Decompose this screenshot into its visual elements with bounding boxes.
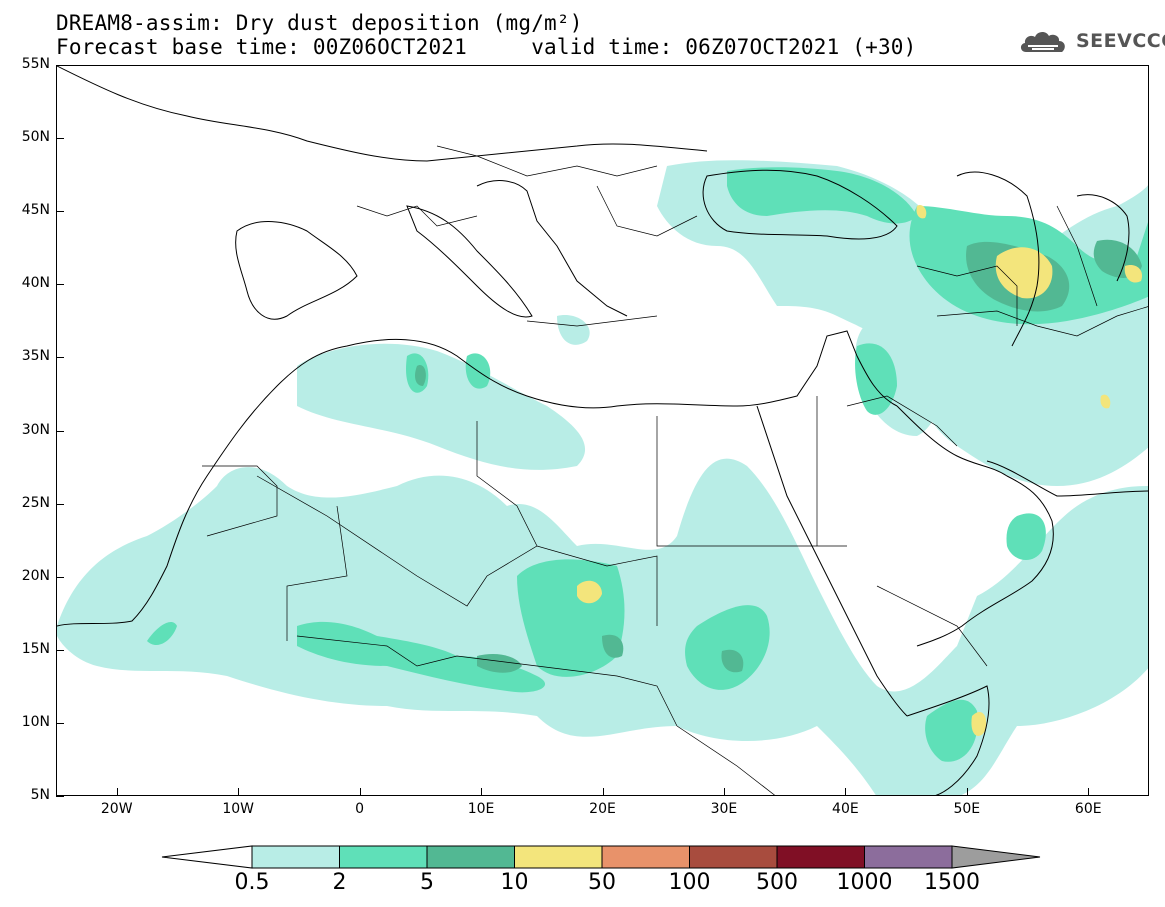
colorbar-swatch <box>339 845 428 869</box>
colorbar-swatch <box>601 845 690 869</box>
borders <box>202 145 1148 795</box>
colorbar <box>161 845 1041 869</box>
colorbar-level-label: 50 <box>588 870 616 895</box>
lon-tick-label: 40E <box>832 801 859 817</box>
lat-tick-label: 5N <box>30 787 50 803</box>
lat-tick <box>56 649 64 651</box>
lat-tick <box>56 284 64 286</box>
cloud-icon <box>1020 31 1065 52</box>
lon-tick-label: 50E <box>953 801 981 817</box>
colorbar-swatch <box>776 845 865 869</box>
lat-tick-label: 40N <box>21 275 50 292</box>
colorbar-swatch <box>864 845 953 869</box>
lat-tick <box>56 722 64 724</box>
seevccc-logo: SEEVCCC <box>1018 28 1165 54</box>
lat-tick-label: 25N <box>21 494 50 511</box>
lon-tick <box>116 788 118 796</box>
colorbar-level-label: 2 <box>332 870 347 895</box>
colorbar-swatch <box>426 845 515 869</box>
colorbar-under-triangle <box>161 845 253 869</box>
lat-tick-label: 30N <box>21 421 50 438</box>
lon-tick-label: 10W <box>222 801 254 817</box>
lat-tick <box>56 357 64 359</box>
lon-tick-label: 0 <box>355 801 365 817</box>
colorbar-over-triangle <box>951 845 1041 869</box>
colorbar-level-label: 0.5 <box>234 870 270 895</box>
deposition-shading <box>57 160 1148 795</box>
lat-tick <box>56 796 64 797</box>
lon-tick <box>723 788 725 796</box>
lon-tick-label: 20E <box>589 801 616 817</box>
lat-tick <box>56 503 64 505</box>
lat-tick <box>56 430 64 432</box>
lat-tick-label: 50N <box>21 129 50 146</box>
lat-tick-label: 10N <box>21 713 50 730</box>
colorbar-level-label: 10 <box>500 870 529 895</box>
logo-text: SEEVCCC <box>1076 30 1165 52</box>
colorbar-level-label: 1500 <box>924 870 980 895</box>
lon-tick-label: 30E <box>710 801 738 817</box>
lat-tick-label: 35N <box>21 348 50 365</box>
lon-tick-label: 10E <box>467 801 495 817</box>
colorbar-level-label: 500 <box>756 870 798 895</box>
lon-tick <box>845 788 847 796</box>
lat-tick-label: 45N <box>21 202 50 219</box>
lon-tick <box>359 788 361 796</box>
lat-tick-label: 15N <box>21 640 50 657</box>
lon-tick-label: 60E <box>1074 801 1102 817</box>
lat-tick-label: 20N <box>21 567 50 584</box>
lat-tick <box>56 65 64 66</box>
lon-tick <box>1088 788 1090 796</box>
colorbar-level-label: 100 <box>668 870 711 895</box>
lat-tick <box>56 211 64 213</box>
coastlines <box>57 66 1148 795</box>
level-10-50 <box>577 205 1143 736</box>
colorbar-swatch <box>689 845 778 869</box>
lon-tick <box>602 788 604 796</box>
lat-tick-label: 55N <box>21 56 50 72</box>
dust-deposition-map <box>56 65 1149 796</box>
lon-tick-label: 20W <box>100 801 133 817</box>
lon-tick <box>238 788 240 796</box>
map-title: DREAM8-assim: Dry dust deposition (mg/m²… <box>56 11 583 35</box>
lat-tick <box>56 576 64 578</box>
colorbar-level-label: 5 <box>420 870 434 895</box>
map-canvas <box>57 66 1148 795</box>
lon-tick <box>966 788 968 796</box>
colorbar-level-label: 1000 <box>836 870 893 895</box>
forecast-time-line: Forecast base time: 00Z06OCT2021 valid t… <box>56 35 917 59</box>
lon-tick <box>481 788 483 796</box>
lat-tick <box>56 138 64 140</box>
level-2-5 <box>147 167 1148 762</box>
colorbar-swatch <box>251 845 340 869</box>
colorbar-swatch <box>514 845 603 869</box>
